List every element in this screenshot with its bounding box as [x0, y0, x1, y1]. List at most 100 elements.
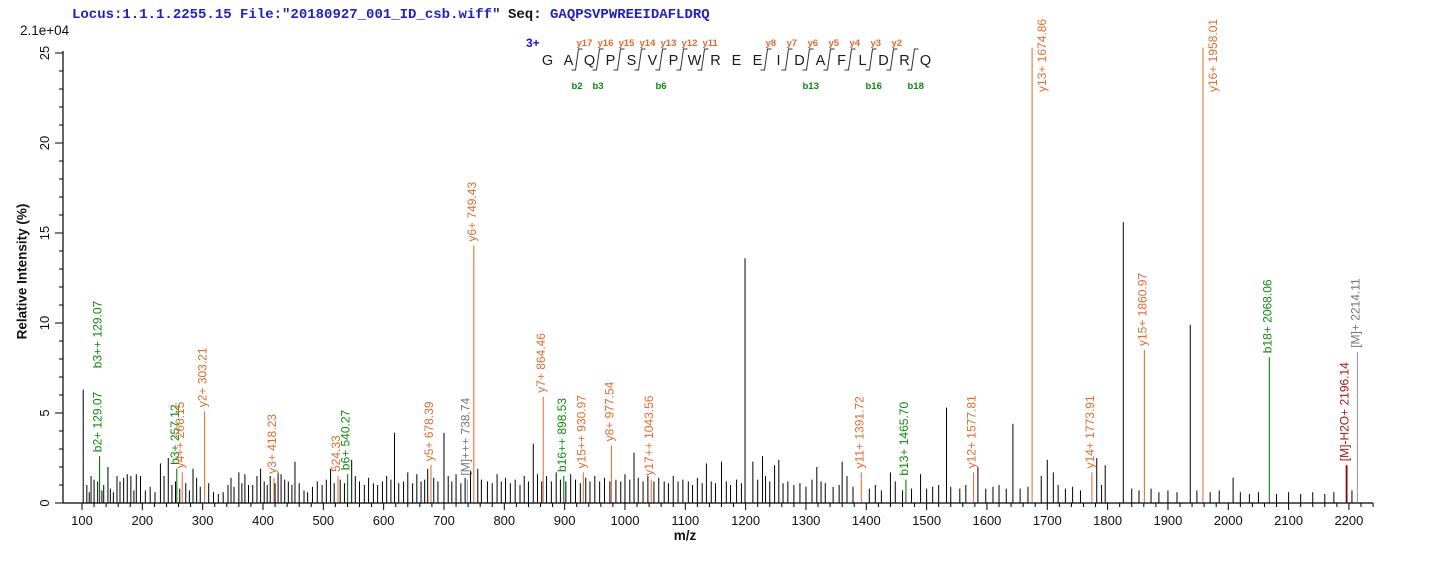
peak-label: b3+ 257.12	[168, 404, 182, 465]
cleavage-mark	[571, 48, 583, 71]
peak-label: y15++ 930.97	[574, 395, 588, 469]
x-tick-label: 1100	[671, 513, 699, 528]
y-ion-label: y14	[639, 38, 656, 49]
peak-label: y3+ 418.23	[265, 414, 279, 474]
y-ion-label: y5	[828, 38, 840, 49]
b-ion-label: b18	[907, 81, 924, 92]
peak-label: b18+ 2068.06	[1260, 279, 1274, 353]
fragmentation-marks	[571, 48, 919, 71]
x-tick-label: 1400	[852, 513, 881, 528]
y-ion-label: y16	[597, 38, 614, 49]
peak-label: y15+ 1860.97	[1135, 273, 1149, 346]
x-tick-label: 1200	[731, 513, 760, 528]
peak-label: y13+ 1674.86	[1035, 19, 1049, 92]
x-tick-label: 1500	[912, 513, 941, 528]
cleavage-mark	[781, 48, 793, 71]
y-ion-label: y11	[702, 38, 718, 49]
residue-R: R	[710, 53, 721, 69]
cleavage-mark	[655, 48, 667, 71]
peak-label: b2+ 129.07	[91, 391, 105, 452]
peak-label: b13+ 1465.70	[897, 402, 911, 476]
x-tick-label: 1000	[611, 513, 640, 528]
x-tick-label: 800	[493, 513, 515, 528]
x-tick-label: 1800	[1093, 513, 1122, 528]
peak-label: y5+ 678.39	[422, 401, 436, 461]
header-sequence: Seq: GAQPSVPWREEIDAFLDRQ	[508, 7, 710, 23]
x-tick-label: 2000	[1214, 513, 1243, 528]
peak-label: b3++ 129.07	[91, 300, 105, 368]
cleavage-mark	[823, 48, 835, 71]
residue-L: L	[858, 53, 867, 69]
header-locus-file: Locus:1.1.1.2255.15 File:"20180927_001_I…	[72, 7, 501, 23]
y-ion-label: y8	[765, 38, 777, 49]
x-tick-label: 100	[71, 513, 93, 528]
cleavage-mark	[592, 48, 604, 71]
precursor-charge-label: 3+	[526, 36, 540, 50]
b-ion-label: b16	[865, 81, 882, 92]
cleavage-mark	[634, 48, 646, 71]
y-ion-label: y3	[870, 38, 882, 49]
y-ion-label: y6	[807, 38, 819, 49]
peak-label: y7+ 864.46	[534, 333, 548, 393]
peak-label: b16++ 898.53	[555, 398, 569, 472]
cleavage-mark	[886, 48, 898, 71]
b-ion-label: b13	[802, 81, 819, 92]
x-tick-label: 1300	[791, 513, 820, 528]
residue-A: A	[815, 53, 826, 69]
residue-S: S	[626, 53, 637, 69]
x-tick-label: 900	[554, 513, 576, 528]
y-ion-label: y4	[849, 38, 861, 49]
peak-label: y14+ 1773.91	[1083, 395, 1097, 468]
y-ion-label: y12	[681, 38, 698, 49]
cleavage-mark	[802, 48, 814, 71]
residue-P: P	[668, 53, 679, 69]
peak-label: y4++ 266.15	[173, 401, 187, 468]
residue-D: D	[878, 53, 889, 69]
b-ion-label: b2	[571, 81, 583, 92]
y-tick-label: 25	[37, 46, 52, 60]
b-ion-label: b3	[592, 81, 604, 92]
peak-label: [M]+ 2214.11	[1348, 278, 1362, 348]
cleavage-mark	[697, 48, 709, 71]
peak-label: y8+ 977.54	[602, 381, 616, 441]
residue-D: D	[794, 53, 805, 69]
b-ion-label: b6	[655, 81, 667, 92]
cleavage-mark	[676, 48, 688, 71]
cleavage-mark	[613, 48, 625, 71]
residue-F: F	[837, 53, 846, 69]
peak-label: y6+ 749.43	[465, 182, 479, 242]
residue-E: E	[731, 53, 742, 69]
residue-Q: Q	[919, 53, 932, 69]
residue-G: G	[541, 53, 554, 69]
x-tick-label: 1700	[1033, 513, 1062, 528]
residue-V: V	[647, 53, 658, 69]
cleavage-mark	[907, 48, 919, 71]
y-ion-label: y7	[786, 38, 798, 49]
residue-E: E	[752, 53, 763, 69]
seq-value: GAQPSVPWREEIDAFLDRQ	[550, 7, 710, 23]
peak-label: y11+ 1391.72	[852, 396, 866, 469]
residue-R: R	[899, 53, 910, 69]
intensity-scale-note: 2.1e+04	[20, 23, 70, 38]
residue-W: W	[687, 53, 702, 69]
y-ion-label: y13	[660, 38, 677, 49]
x-tick-label: 700	[433, 513, 455, 528]
residue-I: I	[776, 53, 781, 69]
y-tick-label: 5	[37, 409, 52, 416]
y-tick-label: 20	[37, 136, 52, 150]
cleavage-mark	[865, 48, 877, 71]
peak-label: b6+ 540.27	[339, 409, 353, 470]
y-tick-label: 10	[37, 316, 52, 330]
cleavage-mark	[760, 48, 772, 71]
x-tick-label: 200	[131, 513, 153, 528]
y-tick-label: 15	[37, 226, 52, 240]
residue-Q: Q	[583, 53, 596, 69]
x-tick-label: 1600	[972, 513, 1001, 528]
y-tick-label: 0	[37, 499, 52, 506]
x-tick-label: 2200	[1334, 513, 1363, 528]
x-tick-label: 1900	[1153, 513, 1182, 528]
residue-P: P	[605, 53, 616, 69]
